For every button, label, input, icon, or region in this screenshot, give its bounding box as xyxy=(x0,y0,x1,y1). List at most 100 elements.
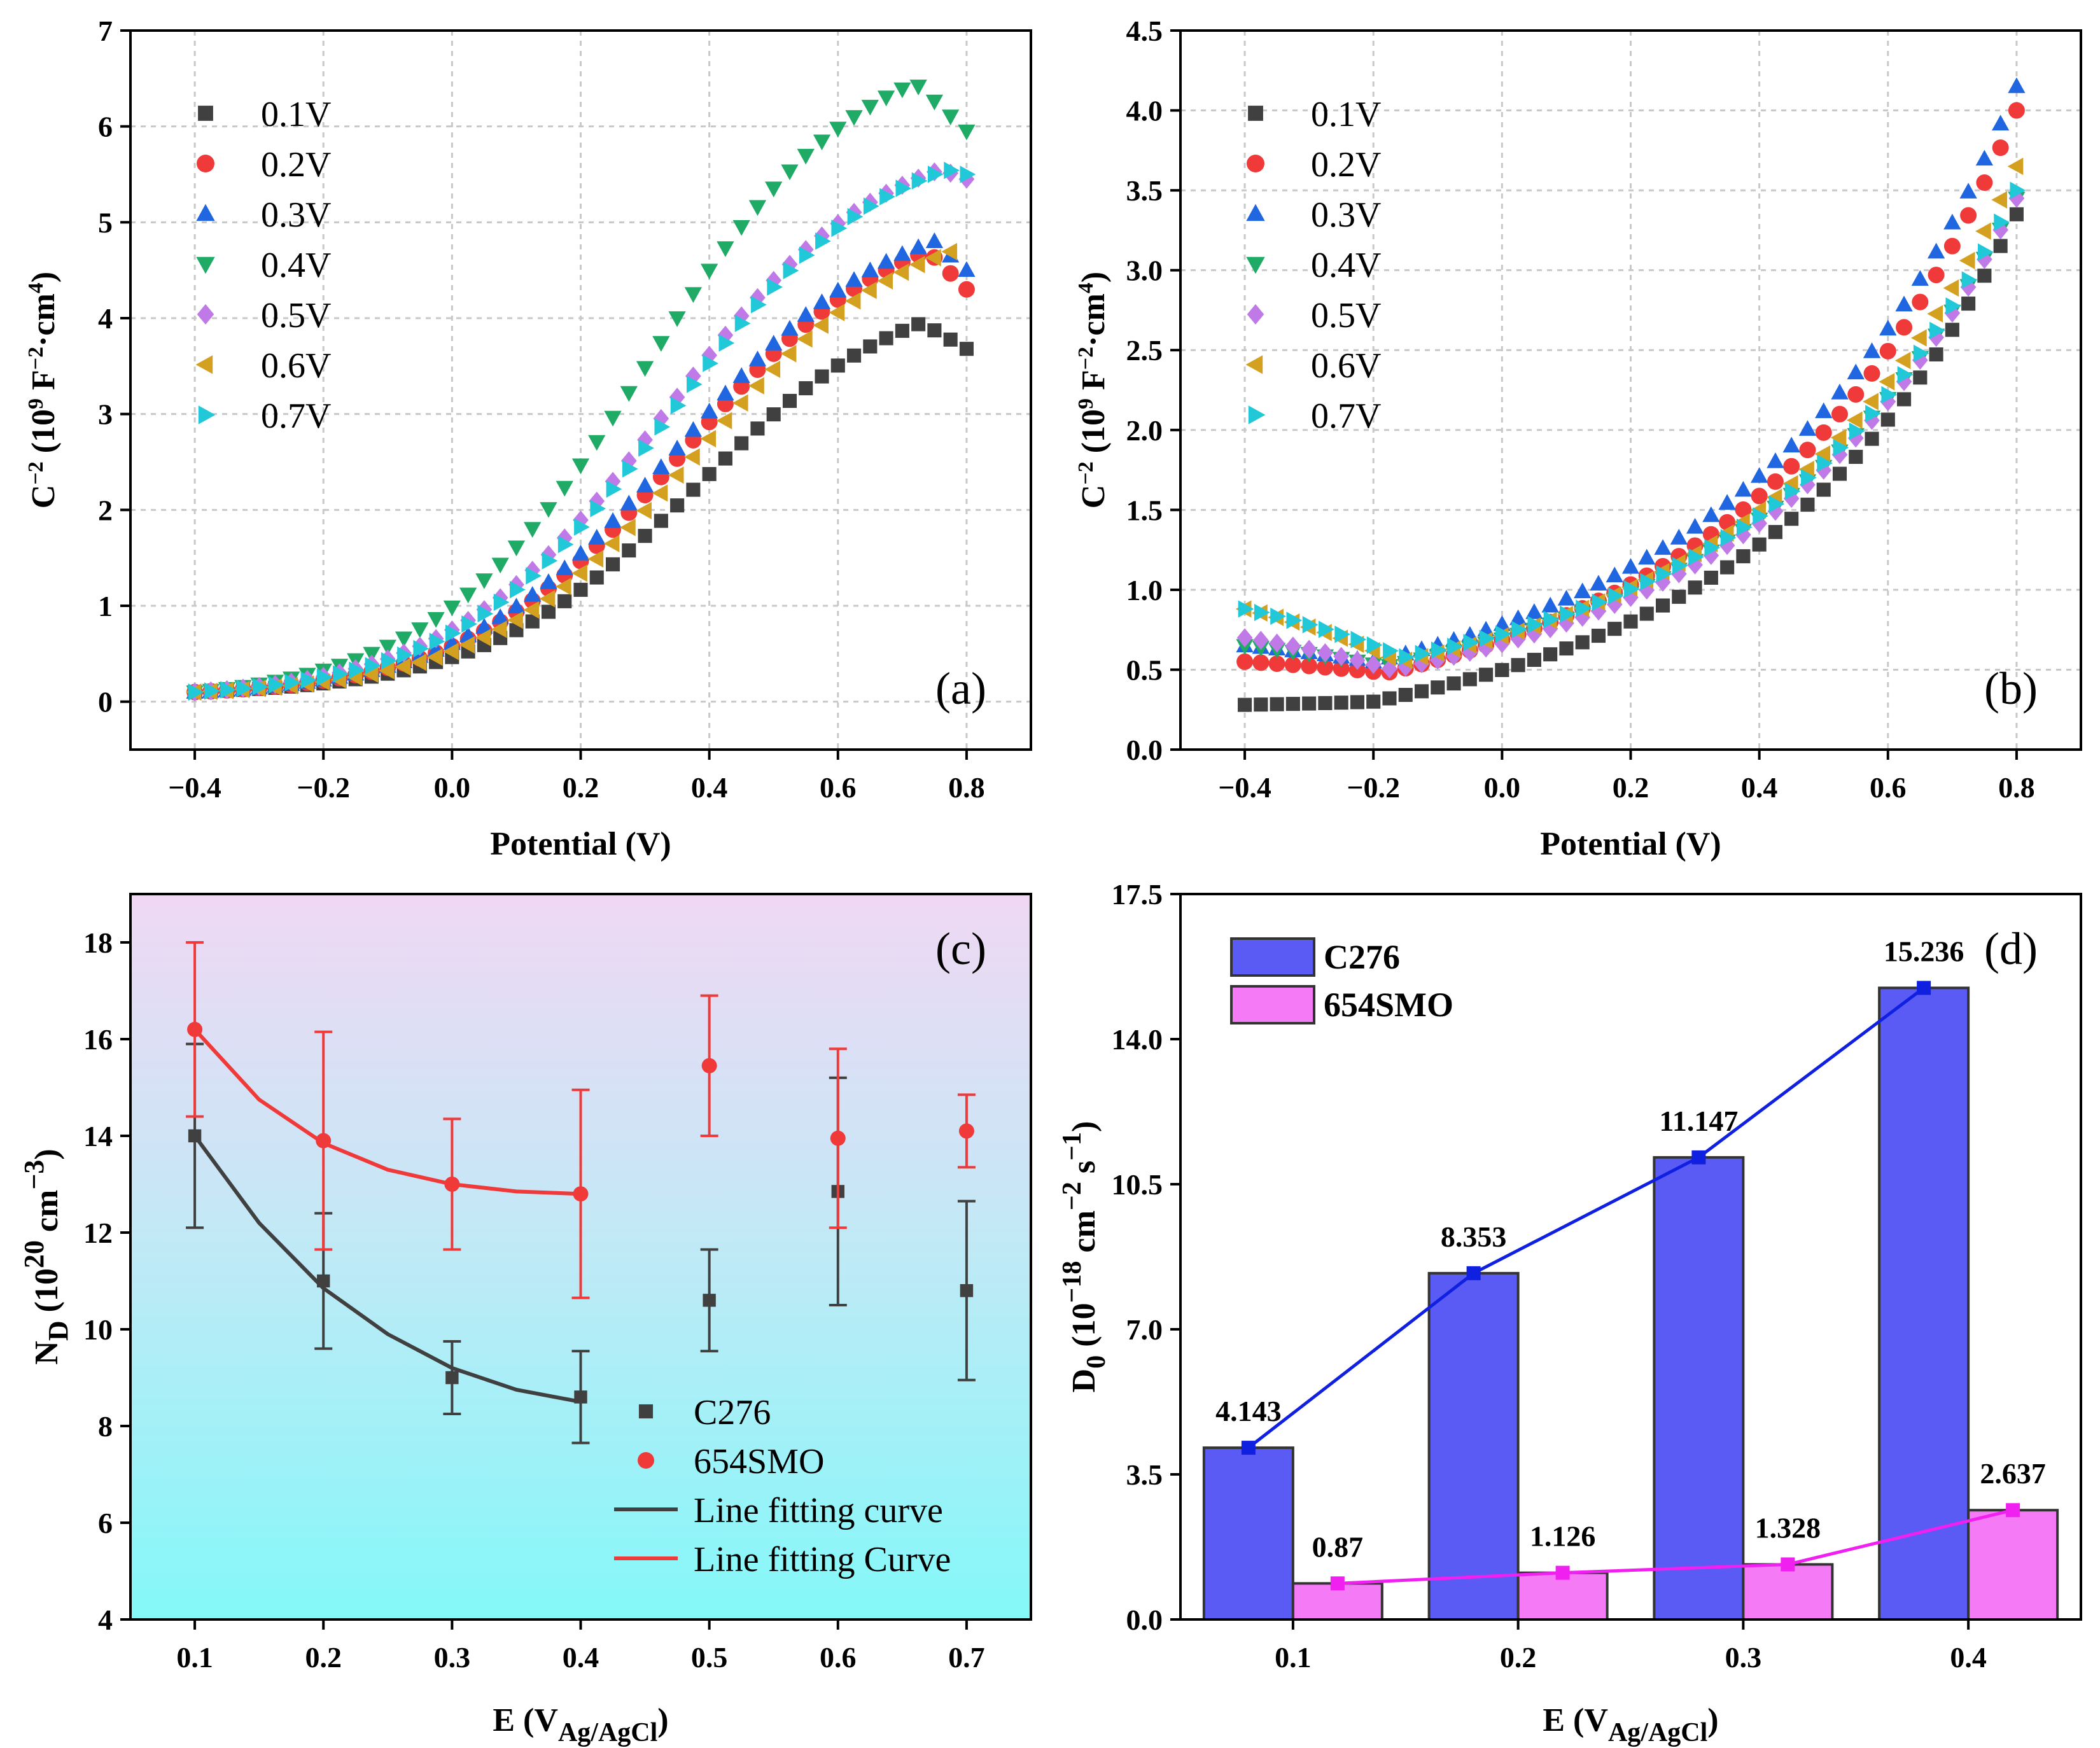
legend-label: 0.3V xyxy=(261,195,331,235)
data-point xyxy=(831,220,848,237)
data-point xyxy=(1319,620,1334,638)
data-point xyxy=(1929,347,1943,362)
data-point xyxy=(637,430,653,450)
x-tick-label: 0.4 xyxy=(691,771,728,804)
data-point xyxy=(1301,657,1318,675)
data-point xyxy=(895,323,909,338)
data-point xyxy=(893,263,909,281)
data-point xyxy=(574,518,590,536)
data-point xyxy=(1992,139,2009,157)
data-point xyxy=(863,339,878,354)
data-point xyxy=(1961,297,1976,311)
data-point xyxy=(1863,393,1879,410)
bar-654SMO xyxy=(1967,1509,2059,1621)
data-point xyxy=(652,336,670,352)
data-point xyxy=(444,1177,460,1192)
data-point xyxy=(1688,580,1702,595)
data-point xyxy=(204,682,220,700)
data-point xyxy=(507,611,523,629)
data-point xyxy=(1992,115,2010,131)
data-point xyxy=(813,316,829,334)
data-point xyxy=(459,587,477,604)
data-point xyxy=(1977,269,1992,283)
data-point xyxy=(1734,480,1753,497)
data-point xyxy=(526,567,542,585)
data-point xyxy=(1782,437,1800,453)
panel-label: (d) xyxy=(1984,923,2038,974)
data-point xyxy=(557,594,572,608)
y-label-part: (10 xyxy=(1066,1303,1102,1355)
fit-curve xyxy=(193,1028,581,1196)
y-label-sup: 20 xyxy=(18,1240,50,1268)
data-point xyxy=(1592,593,1608,612)
series-654SMO xyxy=(186,941,976,1299)
y-tick-label: 3.0 xyxy=(1126,255,1163,287)
data-point xyxy=(557,536,574,554)
data-point xyxy=(1832,466,1847,481)
data-point xyxy=(799,246,815,264)
data-point xyxy=(669,388,685,407)
x-tick-label: −0.4 xyxy=(168,771,221,804)
data-point xyxy=(1865,431,1879,446)
data-label: 4.143 xyxy=(1215,1395,1282,1427)
data-point xyxy=(1895,295,1913,312)
data-point xyxy=(1333,660,1350,677)
x-tick-label: 0.0 xyxy=(1484,771,1521,804)
data-point xyxy=(668,311,686,327)
legend: C276 654SMO xyxy=(1230,937,1453,1024)
legend-swatch xyxy=(1230,985,1315,1024)
y-tick-label: 12 xyxy=(83,1217,113,1249)
x-tick-label: 0.5 xyxy=(691,1641,728,1674)
data-point xyxy=(542,552,558,570)
data-point xyxy=(925,232,944,248)
y-label-part: (10 xyxy=(25,409,62,461)
data-point xyxy=(1945,297,1962,315)
y-label-part: cm xyxy=(1066,1210,1102,1261)
y-tick-label: 16 xyxy=(83,1023,113,1056)
data-point xyxy=(702,466,717,482)
legend-marker xyxy=(1248,106,1263,121)
data-point xyxy=(686,375,703,393)
data-point xyxy=(459,636,475,654)
y-label-sup: 9 xyxy=(1074,398,1098,409)
data-point xyxy=(716,412,732,430)
legend-label: 0.1V xyxy=(1311,95,1381,134)
data-point xyxy=(1865,405,1881,423)
data-point xyxy=(1945,323,1959,337)
y-label-part: ) xyxy=(1075,272,1112,283)
y-tick-label: 0.0 xyxy=(1126,734,1163,766)
data-point xyxy=(815,232,831,250)
data-point xyxy=(378,662,395,680)
legend-label: Line fitting Curve xyxy=(694,1540,951,1579)
legend: 0.1V 0.2V 0.3V 0.4V 0.5V 0.6V 0.7V xyxy=(195,95,331,436)
data-point xyxy=(1720,560,1735,575)
data-point xyxy=(1317,643,1333,662)
data-point xyxy=(1236,628,1253,648)
data-point xyxy=(1366,636,1383,654)
y-tick-label: 4.0 xyxy=(1126,95,1163,127)
data-point xyxy=(1801,468,1817,487)
y-label-part: ) xyxy=(1066,1121,1102,1132)
data-point xyxy=(1254,603,1270,622)
data-point xyxy=(491,608,509,624)
y-label-sup: −1 xyxy=(1058,1132,1087,1161)
data-point xyxy=(1784,482,1801,500)
data-point xyxy=(556,480,573,497)
data-point xyxy=(1799,442,1816,459)
data-point xyxy=(796,330,813,348)
y-tick-label: 6 xyxy=(98,1507,113,1539)
data-point xyxy=(1670,529,1688,545)
data-point xyxy=(1333,647,1350,666)
data-point xyxy=(1495,625,1511,643)
data-point xyxy=(1833,438,1849,457)
data-point xyxy=(767,278,783,296)
data-point xyxy=(879,331,893,346)
x-tick-label: 0.3 xyxy=(434,1641,471,1674)
x-label-part: E (V xyxy=(493,1702,558,1738)
data-point xyxy=(427,612,445,628)
data-point xyxy=(1269,633,1285,653)
data-point xyxy=(1511,620,1527,638)
data-point xyxy=(475,617,493,634)
data-point xyxy=(461,615,477,633)
